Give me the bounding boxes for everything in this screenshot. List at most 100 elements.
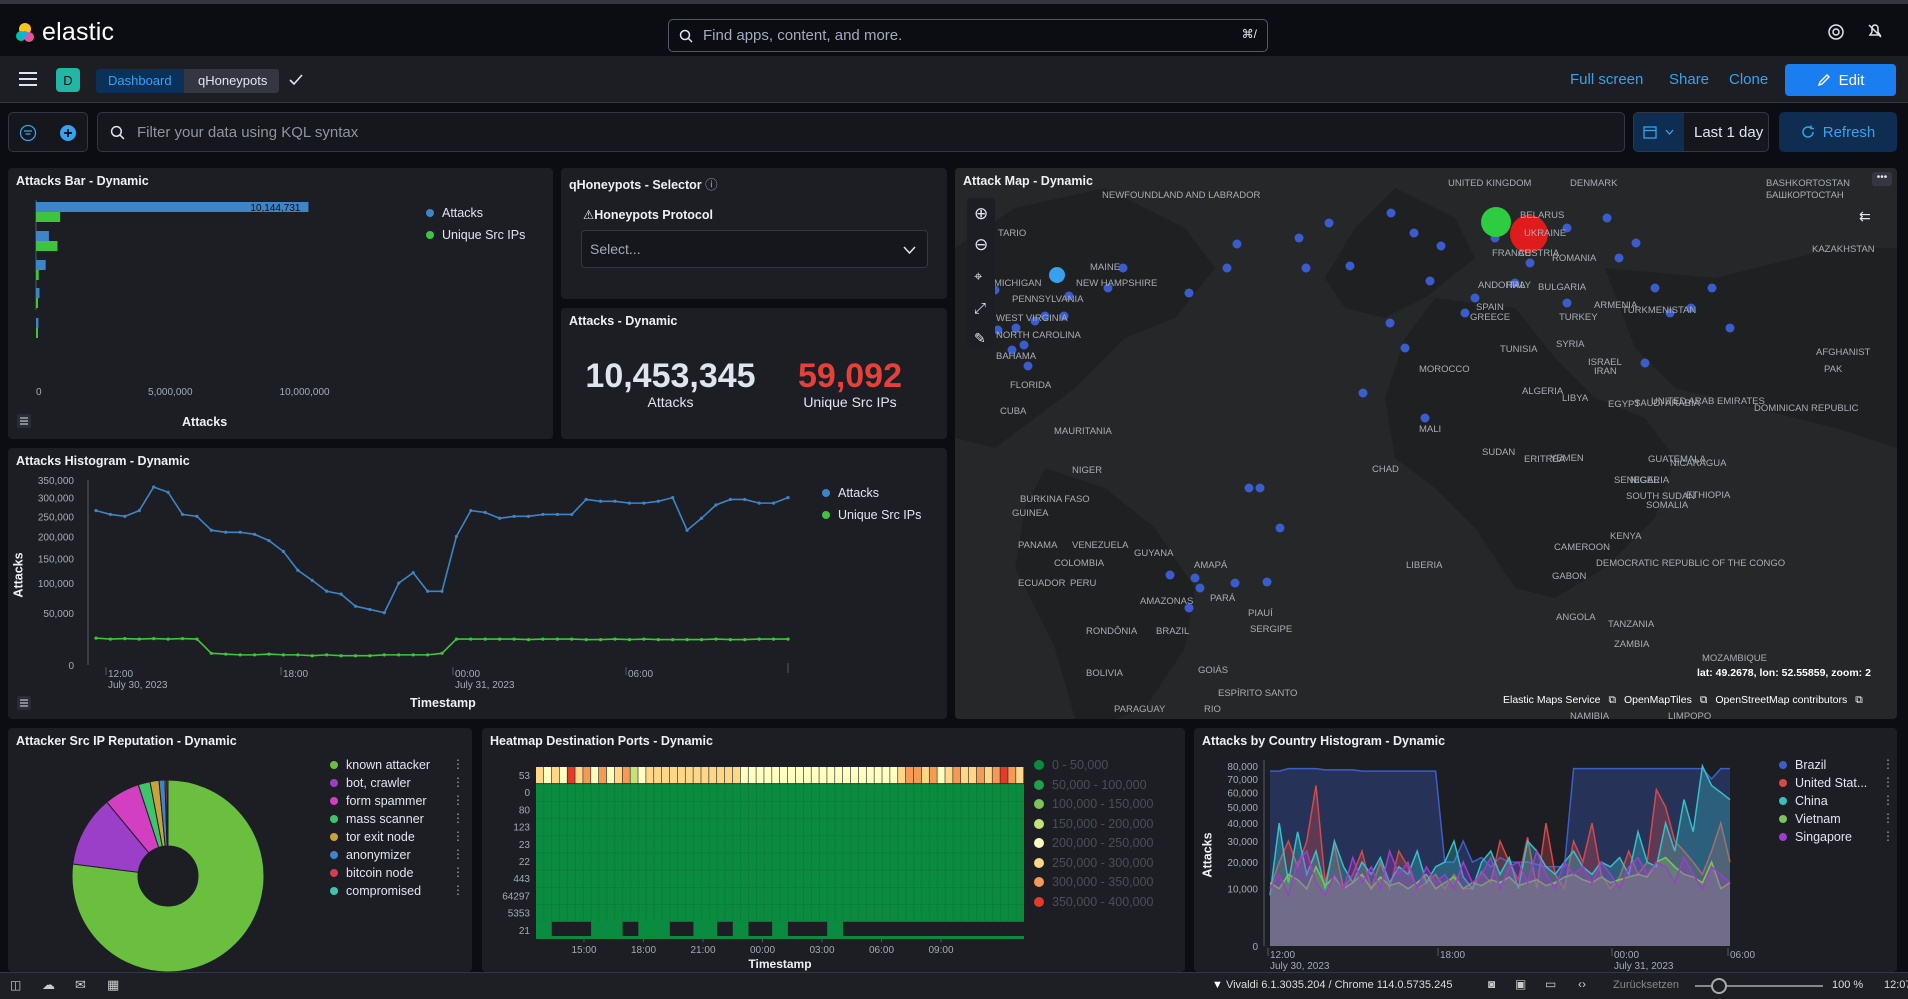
image-icon[interactable]: ▣ <box>1515 977 1527 991</box>
legend-item[interactable]: bot, crawler <box>330 776 411 790</box>
camera-icon[interactable]: ◙ <box>1488 977 1496 991</box>
zoom-slider[interactable] <box>1695 985 1823 987</box>
legend-options-icon[interactable]: ⋮ <box>452 793 464 807</box>
mail-icon[interactable]: ✉ <box>75 977 86 992</box>
legend-options-icon[interactable]: ⋮ <box>1882 829 1894 843</box>
y-tick-label: 21 <box>519 926 531 937</box>
space-avatar[interactable]: D <box>56 68 80 92</box>
series-point <box>397 653 401 657</box>
elastic-logo[interactable]: elastic <box>14 18 114 47</box>
refresh-button[interactable]: Refresh <box>1779 112 1897 152</box>
legend-item[interactable]: China <box>1779 794 1828 808</box>
zoom-out-icon[interactable]: ⊖ <box>974 235 989 254</box>
legend-options-icon[interactable]: ⋮ <box>452 847 464 861</box>
help-icon[interactable] <box>1827 23 1845 41</box>
y-tick-label: 64297 <box>502 891 530 902</box>
calendar-icon[interactable]: ▦ <box>107 977 120 992</box>
legend-options-icon[interactable]: ⋮ <box>452 829 464 843</box>
legend-item[interactable]: form spammer <box>330 794 427 808</box>
add-filter-icon[interactable] <box>59 124 77 142</box>
window-icon[interactable]: ▭ <box>1545 977 1557 991</box>
elastic-logo-icon <box>16 22 34 42</box>
locate-icon[interactable]: ⌖ <box>974 268 983 285</box>
legend-options-icon[interactable]: ⋮ <box>1882 811 1894 825</box>
heatmap-cell <box>772 767 780 784</box>
zoom-slider-handle[interactable] <box>1711 978 1727 994</box>
heatmap-cell <box>717 767 725 784</box>
y-tick-label: 80 <box>519 805 531 816</box>
legend-options-icon[interactable]: ⋮ <box>452 883 464 897</box>
list-icon[interactable] <box>17 414 31 428</box>
legend-options-icon[interactable]: ⋮ <box>452 811 464 825</box>
breadcrumb-dashboard[interactable]: Dashboard <box>96 69 186 93</box>
date-quick-menu[interactable] <box>1634 113 1684 151</box>
kql-query-input[interactable]: Filter your data using KQL syntax <box>97 112 1625 152</box>
zoom-in-icon[interactable]: ⊕ <box>974 204 989 223</box>
legend-item[interactable]: 250,000 - 300,000 <box>1034 856 1153 870</box>
attribution-link[interactable]: OpenStreetMap contributors <box>1715 694 1848 706</box>
info-icon[interactable]: ⓘ <box>705 178 718 192</box>
legend-item[interactable]: United Stat... <box>1779 776 1867 790</box>
legend-item[interactable]: known attacker <box>330 758 430 772</box>
reset-zoom-link[interactable]: Zurücksetzen <box>1613 979 1680 991</box>
legend-item[interactable]: 0 - 50,000 <box>1034 758 1108 772</box>
legend-options-icon[interactable]: ⋮ <box>1882 757 1894 771</box>
legend-options-icon[interactable]: ⋮ <box>452 757 464 771</box>
legend-item[interactable]: anonymizer <box>330 848 411 862</box>
legend-item[interactable]: bitcoin node <box>330 866 413 880</box>
legend-item-unique-ips[interactable]: Unique Src IPs <box>822 508 921 522</box>
layers-toggle-icon[interactable]: ⇇ <box>1859 208 1871 224</box>
clone-link[interactable]: Clone <box>1729 71 1769 88</box>
attack-point <box>1460 308 1470 318</box>
legend-item[interactable]: Brazil <box>1779 758 1826 772</box>
legend-options-icon[interactable]: ⋮ <box>452 865 464 879</box>
tools-icon[interactable]: ✎ <box>974 330 986 346</box>
legend-item[interactable]: 200,000 - 250,000 <box>1034 836 1153 850</box>
menu-icon[interactable] <box>19 72 37 86</box>
fullscreen-link[interactable]: Full screen <box>1570 71 1644 88</box>
cloud-icon[interactable]: ☁ <box>42 977 55 992</box>
legend-options-icon[interactable]: ⋮ <box>1882 793 1894 807</box>
protocol-select[interactable]: Select... <box>581 230 928 268</box>
legend-item[interactable]: Vietnam <box>1779 812 1841 826</box>
heatmap-cell <box>638 767 646 784</box>
legend-item[interactable]: 50,000 - 100,000 <box>1034 778 1147 792</box>
search-shortcut-hint: ⌘/ <box>1241 27 1257 41</box>
heatmap-cell <box>583 767 591 784</box>
reputation-panel: Attacker Src IP Reputation - Dynamic kno… <box>8 728 472 972</box>
attack-point <box>1011 323 1021 333</box>
legend-item[interactable]: 100,000 - 150,000 <box>1034 797 1153 811</box>
vivaldi-icon: ▼ <box>1212 979 1223 991</box>
legend-item-unique-ips[interactable]: Unique Src IPs <box>426 228 525 242</box>
attribution-link[interactable]: OpenMapTiles <box>1623 694 1692 706</box>
heatmap-cell <box>858 767 866 784</box>
legend-item[interactable]: tor exit node <box>330 830 415 844</box>
legend-item-attacks[interactable]: Attacks <box>822 486 879 500</box>
code-icon[interactable]: ‹› <box>1578 977 1586 991</box>
date-picker[interactable]: Last 1 day <box>1633 112 1769 152</box>
legend-item[interactable]: 300,000 - 350,000 <box>1034 875 1153 889</box>
heatmap-cell <box>740 767 748 784</box>
filter-menu-icon[interactable] <box>19 124 37 142</box>
panel-options-icon[interactable]: ••• <box>1872 172 1892 186</box>
attacks-metric-value: 10,453,345 <box>585 357 756 395</box>
legend-item[interactable]: mass scanner <box>330 812 424 826</box>
global-search-input[interactable]: Find apps, content, and more. ⌘/ <box>668 19 1268 52</box>
legend-options-icon[interactable]: ⋮ <box>1882 775 1894 789</box>
share-link[interactable]: Share <box>1669 71 1710 88</box>
legend-item[interactable]: 350,000 - 400,000 <box>1034 895 1153 909</box>
legend-item[interactable]: 150,000 - 200,000 <box>1034 817 1153 831</box>
notifications-icon[interactable] <box>1866 22 1884 40</box>
legend-item[interactable]: Singapore <box>1779 830 1852 844</box>
panel-toggle-icon[interactable]: ◫ <box>10 978 22 992</box>
legend-options-icon[interactable]: ⋮ <box>452 775 464 789</box>
attack-map[interactable] <box>955 188 1897 719</box>
legend-item-attacks[interactable]: Attacks <box>426 206 483 220</box>
attribution-link[interactable]: Elastic Maps Service <box>1503 694 1601 706</box>
legend-item[interactable]: compromised <box>330 884 421 898</box>
list-icon[interactable] <box>17 696 31 710</box>
series-point <box>281 653 286 657</box>
edit-button[interactable]: Edit <box>1785 64 1896 96</box>
fit-bounds-icon[interactable]: ⤢ <box>974 300 987 317</box>
area-fill <box>1270 851 1730 946</box>
